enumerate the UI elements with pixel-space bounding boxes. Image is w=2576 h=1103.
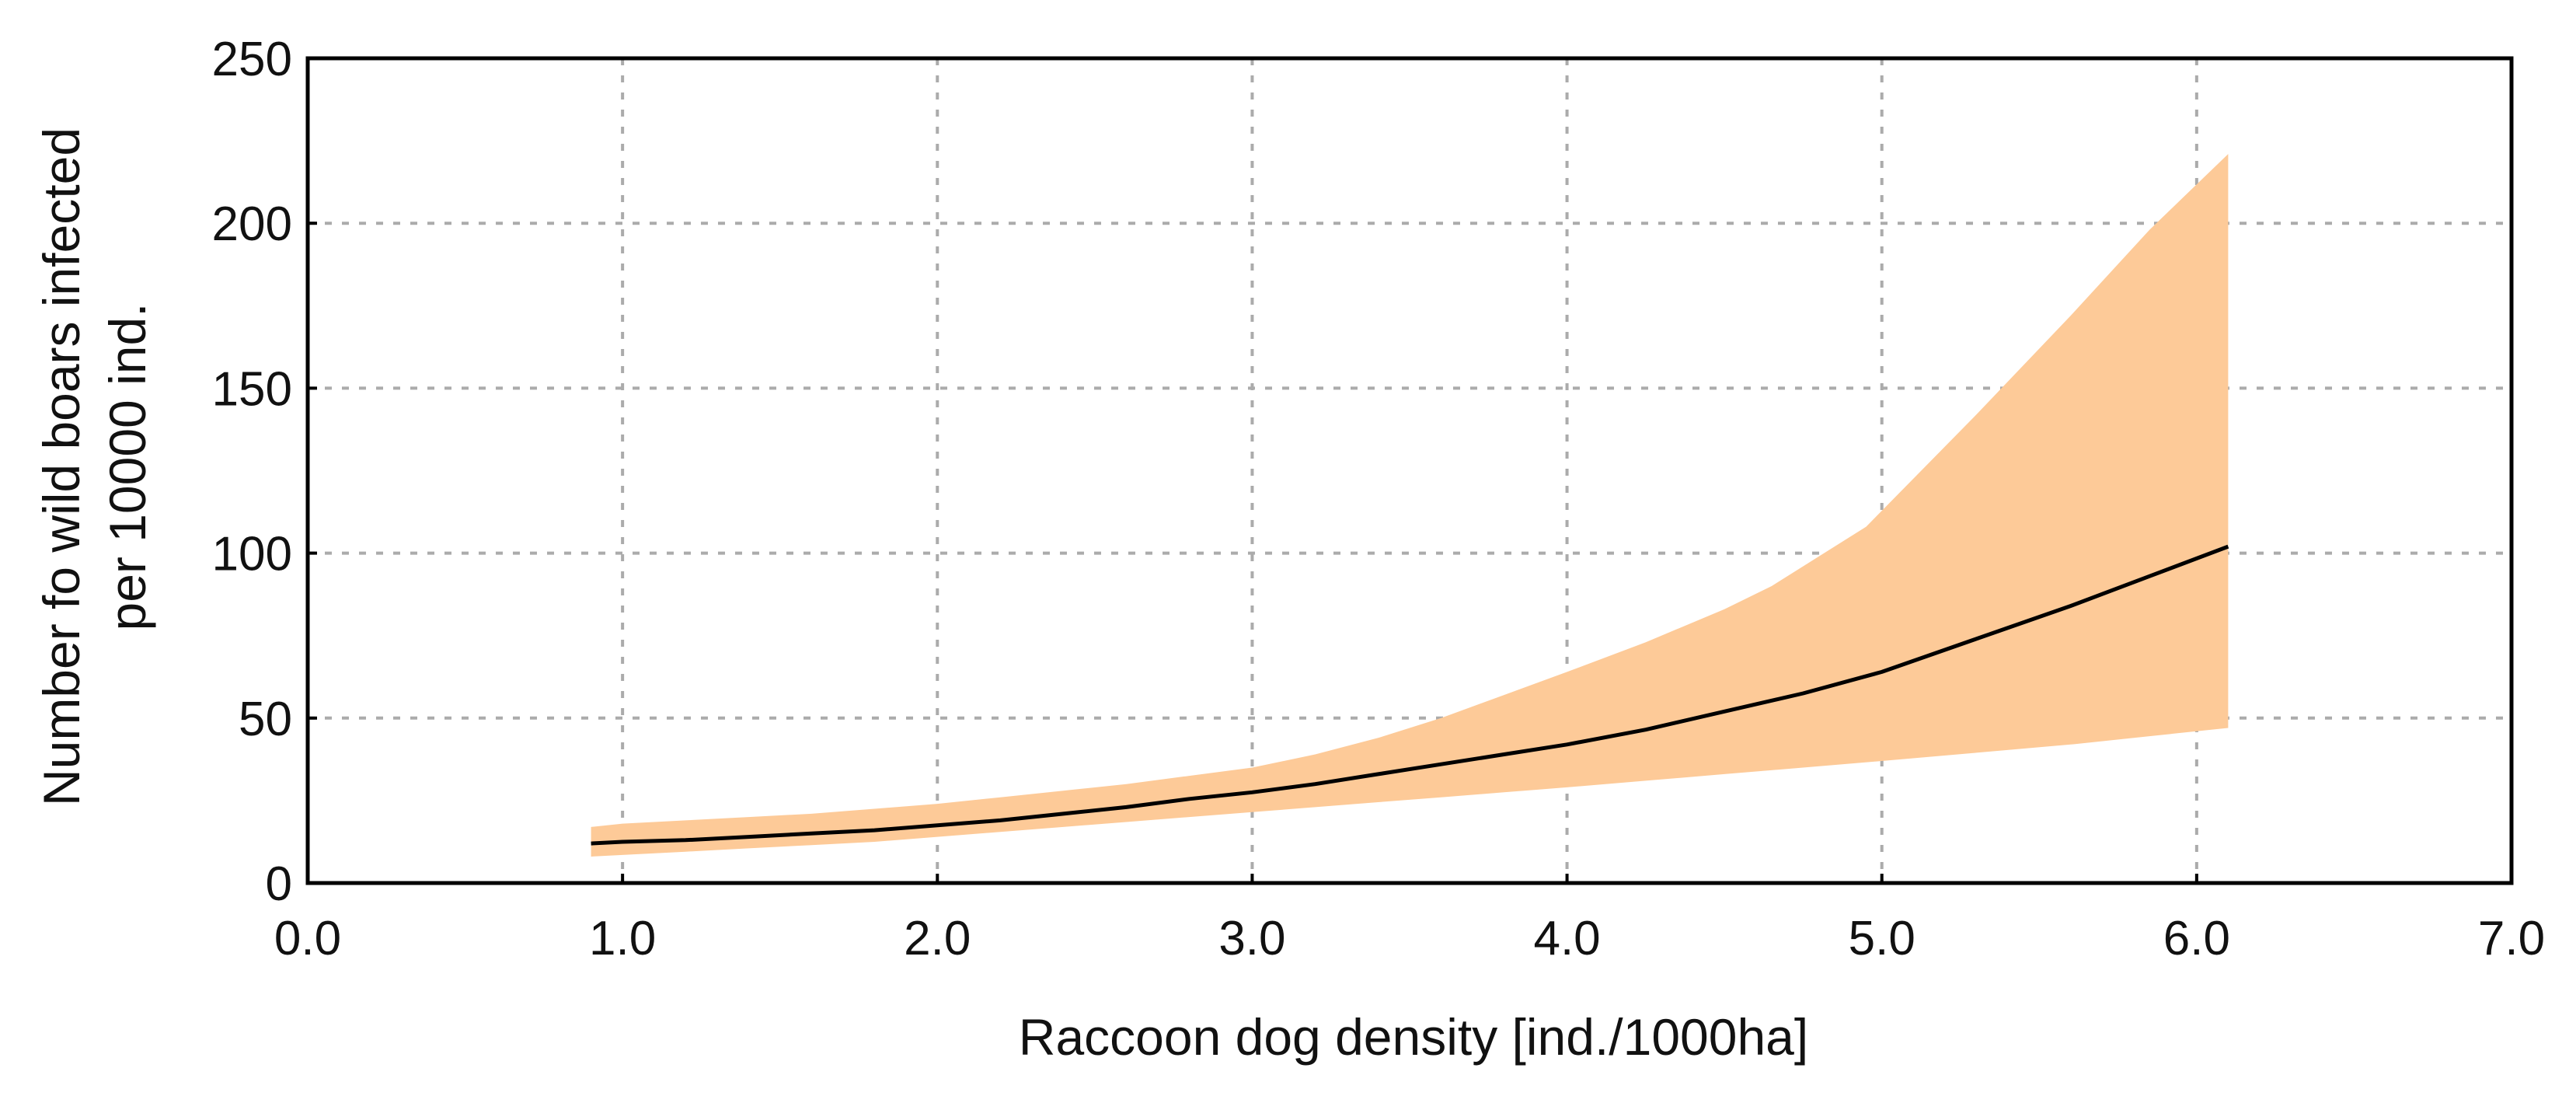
x-tick-label: 6.0 (2163, 912, 2230, 965)
y-tick-label: 200 (212, 197, 292, 251)
x-tick-label: 5.0 (1849, 912, 1915, 965)
plot-area (591, 154, 2229, 857)
tick-labels: 0.0 1.0 2.0 3.0 4.0 5.0 6.0 7.0 0 50 100 150 200 250 (212, 33, 2546, 965)
y-axis-label-line-2: per 10000 ind. (99, 302, 156, 630)
x-axis-label: Raccoon dog density [ind./1000ha] (1019, 1008, 1808, 1066)
x-tick-label: 4.0 (1533, 912, 1600, 965)
y-tick-label: 100 (212, 528, 292, 581)
x-tick-label: 3.0 (1218, 912, 1285, 965)
x-tick-label: 0.0 (274, 912, 341, 965)
x-tick-label: 2.0 (904, 912, 971, 965)
y-tick-label: 50 (239, 693, 292, 746)
y-tick-label: 250 (212, 33, 292, 86)
median-line (591, 544, 2229, 846)
plot-frame (305, 56, 2514, 885)
y-axis-label: Number fo wild boars infected per 10000 … (33, 127, 156, 806)
x-tick-label: 7.0 (2478, 912, 2545, 965)
confidence-band (591, 154, 2229, 857)
y-axis-label-line-1: Number fo wild boars infected (33, 127, 90, 806)
axis-ticks (306, 57, 2513, 885)
y-tick-label: 0 (266, 857, 292, 911)
y-tick-label: 150 (212, 362, 292, 416)
x-tick-label: 1.0 (589, 912, 656, 965)
